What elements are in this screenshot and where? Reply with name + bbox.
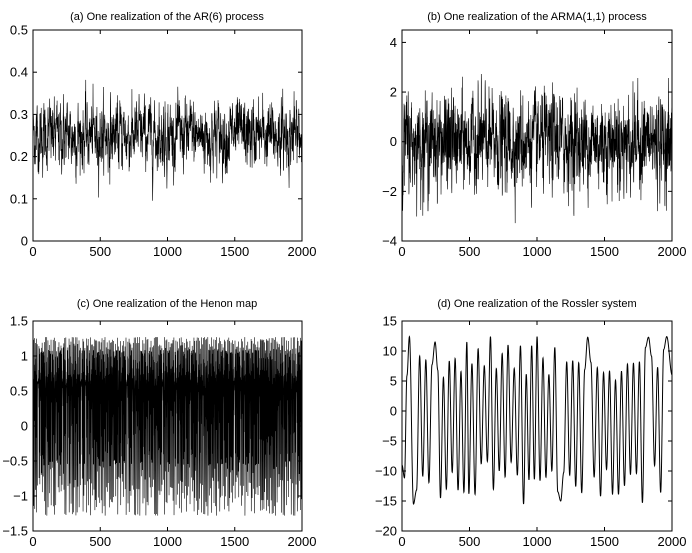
panel-b-series-line (401, 73, 673, 224)
panel-a-x-tick-label: 1000 (153, 244, 182, 259)
panel-d-y-tick-label: −15 (375, 494, 397, 509)
panel-a-series-line (32, 79, 303, 201)
panel-b-y-tick-label: 4 (390, 35, 397, 50)
panel-c-y-tick-label: −1 (13, 489, 28, 504)
panel-b-x-tick-label: 0 (398, 244, 405, 259)
panel-a: (a) One realization of the AR(6) process… (10, 11, 317, 259)
panel-c-series-line (32, 337, 303, 516)
panel-c-y-tick-label: 0 (21, 419, 28, 434)
panel-d-x-tick-label: 1000 (523, 534, 552, 549)
panel-d-title: (d) One realization of the Rossler syste… (437, 298, 636, 310)
panel-b-y-tick-label: 2 (390, 85, 397, 100)
panel-a-y-tick-label: 0.5 (10, 23, 28, 38)
panel-c-y-tick-label: 1 (21, 349, 28, 364)
panel-d-y-tick-label: 10 (383, 344, 397, 359)
panel-a-y-tick-label: 0 (21, 234, 28, 249)
panel-b-title: (b) One realization of the ARMA(1,1) pro… (427, 11, 647, 23)
panel-c-x-tick-label: 1500 (220, 534, 249, 549)
panel-b-y-tick-label: 0 (390, 134, 397, 149)
panel-d-y-tick-label: 15 (383, 314, 397, 329)
panel-c-title: (c) One realization of the Henon map (77, 298, 257, 310)
panel-c: (c) One realization of the Henon map 0 50… (2, 298, 316, 549)
panel-c-x-tick-label: 1000 (153, 534, 182, 549)
panel-d: (d) One realization of the Rossler syste… (375, 298, 687, 549)
panel-a-plot-area: 0 500 1000 1500 2000 0 0.1 0.2 0.3 0.4 0.5 (10, 23, 317, 260)
panel-d-series-line (401, 335, 673, 505)
panel-a-y-tick-label: 0.3 (10, 107, 28, 122)
panel-a-x-tick-label: 2000 (288, 244, 317, 259)
panel-a-y-tick-label: 0.4 (10, 65, 28, 80)
panel-d-y-tick-label: 5 (390, 374, 397, 389)
panel-c-x-tick-label: 0 (29, 534, 36, 549)
panel-b-x-tick-label: 1500 (590, 244, 619, 259)
panel-b-y-tick-label: −4 (382, 234, 397, 249)
panel-d-y-tick-label: −10 (375, 464, 397, 479)
panel-a-y-tick-label: 0.2 (10, 149, 28, 164)
panel-d-plot-area: 0 500 1000 1500 2000 −20 −15 −10 −5 0 5 10 15 (375, 314, 687, 550)
panel-a-x-tick-label: 1500 (220, 244, 249, 259)
panel-d-y-tick-label: −20 (375, 524, 397, 539)
panel-b-plot-area: 0 500 1000 1500 2000 −4 −2 0 2 4 (382, 29, 687, 259)
panel-d-x-tick-label: 2000 (658, 534, 687, 549)
panel-b-x-tick-label: 1000 (523, 244, 552, 259)
panel-a-y-tick-label: 0.1 (10, 191, 28, 206)
panel-a-x-tick-label: 500 (89, 244, 111, 259)
panel-c-y-tick-label: −0.5 (2, 454, 28, 469)
panel-d-x-tick-label: 500 (459, 534, 481, 549)
panel-a-x-tick-label: 0 (29, 244, 36, 259)
panel-d-y-tick-label: 0 (390, 404, 397, 419)
panel-d-x-tick-label: 0 (398, 534, 405, 549)
panel-c-y-tick-label: 1.5 (10, 314, 28, 329)
panel-c-plot-area: 0 500 1000 1500 2000 −1.5 −1 −0.5 0 0.5 1 1.5 (2, 314, 316, 550)
panel-d-x-tick-label: 1500 (590, 534, 619, 549)
panel-b-y-tick-label: −2 (382, 184, 397, 199)
panel-b: (b) One realization of the ARMA(1,1) pro… (382, 11, 686, 259)
panel-c-y-tick-label: 0.5 (10, 384, 28, 399)
panel-c-x-tick-label: 2000 (288, 534, 317, 549)
panel-c-x-tick-label: 500 (89, 534, 111, 549)
panel-a-title: (a) One realization of the AR(6) process (70, 11, 264, 23)
panel-d-y-tick-label: −5 (382, 434, 397, 449)
panel-b-x-tick-label: 500 (459, 244, 481, 259)
panel-b-x-tick-label: 2000 (658, 244, 687, 259)
panel-c-y-tick-label: −1.5 (2, 524, 28, 539)
